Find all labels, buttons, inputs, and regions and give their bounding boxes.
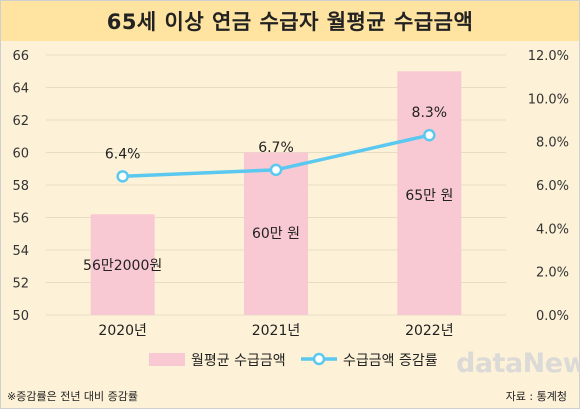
line-point <box>423 128 436 142</box>
y-left-tick-label: 62 <box>12 114 29 129</box>
y-left-tick-label: 54 <box>12 244 29 259</box>
y-right-tick-label: 8.0% <box>536 136 569 151</box>
y-left-tick-label: 66 <box>12 49 29 64</box>
y-right-tick-label: 6.0% <box>536 179 569 194</box>
y-right-tick-label: 12.0% <box>528 49 569 64</box>
chart-title: 65세 이상 연금 수급자 월평균 수급금액 <box>106 10 474 34</box>
source-note: 자료 : 통계청 <box>505 390 567 403</box>
legend-bar-swatch <box>149 353 185 366</box>
legend-line-label: 수급금액 증감률 <box>343 353 438 369</box>
line-value-label: 6.7% <box>258 140 294 156</box>
bar-value-label: 60만 원 <box>252 226 300 242</box>
bar <box>90 214 155 315</box>
x-tick-label: 2020년 <box>98 323 147 339</box>
bar <box>397 71 462 315</box>
y-left-tick-label: 64 <box>12 82 29 97</box>
x-tick-label: 2021년 <box>252 323 301 339</box>
line-value-label: 6.4% <box>105 146 141 162</box>
data-labels: 56만2000원 60만 원 65만 원 6.4% 6.7% 8.3% <box>83 105 453 274</box>
legend: 월평균 수급금액 수급금액 증감률 <box>149 352 438 369</box>
bar-value-label: 56만2000원 <box>83 258 162 274</box>
y-left-tick-label: 56 <box>12 212 29 227</box>
x-tick-label: 2022년 <box>405 323 454 339</box>
line-value-label: 8.3% <box>412 105 448 121</box>
line-point <box>116 170 129 183</box>
line-point <box>269 163 283 177</box>
bar-value-label: 65만 원 <box>405 188 453 204</box>
y-right-tick-label: 10.0% <box>528 92 569 107</box>
legend-line-marker <box>312 352 326 366</box>
legend-bar-label: 월평균 수급금액 <box>191 353 286 369</box>
y-right-tick-label: 0.0% <box>536 309 569 324</box>
y-left-tick-label: 50 <box>12 309 29 324</box>
footnote: ※증감률은 전년 대비 증감률 <box>7 390 139 403</box>
title-band: 65세 이상 연금 수급자 월평균 수급금액 <box>1 1 579 41</box>
axes: 50 52 54 56 58 60 62 64 66 0.0% 2.0% 4.0% 6.0% 8.0% 10… <box>12 49 569 339</box>
bar <box>244 152 308 315</box>
y-left-tick-label: 52 <box>12 277 29 292</box>
y-right-tick-label: 4.0% <box>536 222 569 237</box>
watermark-logo: dataNews <box>456 348 580 379</box>
bar-series <box>90 71 462 315</box>
line-series <box>116 128 436 183</box>
y-left-tick-label: 60 <box>12 147 29 162</box>
y-right-tick-label: 2.0% <box>536 266 569 281</box>
y-left-tick-label: 58 <box>12 179 29 194</box>
